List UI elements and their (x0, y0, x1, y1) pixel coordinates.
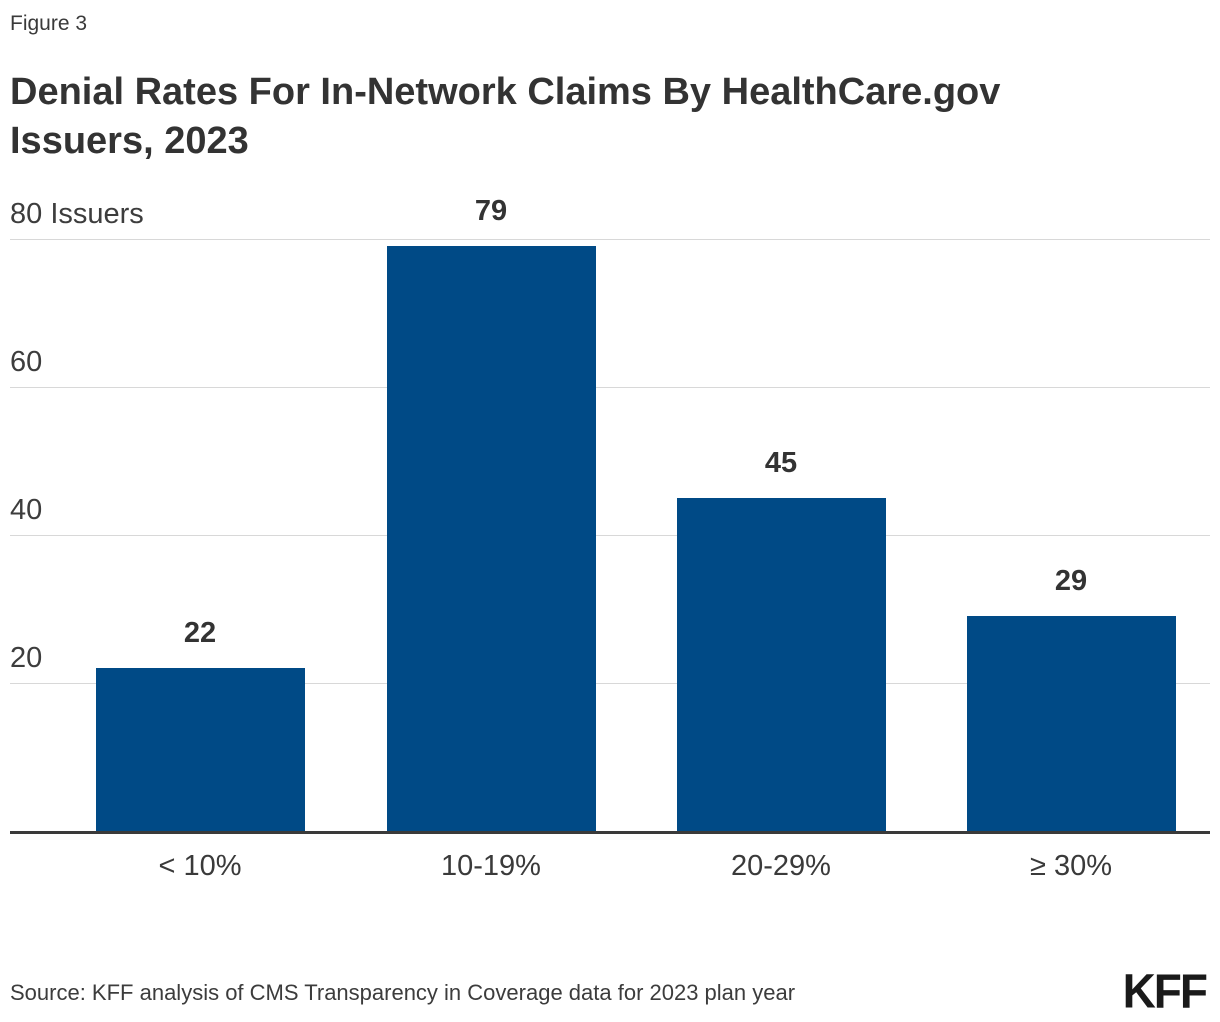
bar[interactable] (676, 498, 886, 831)
x-axis-label: < 10% (158, 850, 242, 882)
bar[interactable] (95, 668, 305, 831)
bar[interactable] (386, 246, 596, 831)
y-tick-label: 20 (10, 642, 43, 674)
chart-title-line-2: Issuers, 2023 (10, 120, 249, 162)
bar[interactable] (966, 616, 1176, 831)
chart-title: Denial Rates For In-Network Claims By He… (10, 68, 1000, 166)
chart-title-line-1: Denial Rates For In-Network Claims By He… (10, 71, 1001, 113)
bar-value-label: 22 (183, 617, 217, 650)
y-tick-label: 40 (10, 494, 43, 526)
x-axis-label: 10-19% (441, 850, 541, 882)
gridline (10, 535, 1210, 536)
gridline (10, 239, 1210, 240)
bar-value-label: 79 (474, 195, 508, 228)
source-note: Source: KFF analysis of CMS Transparency… (10, 980, 796, 1005)
gridline (10, 683, 1210, 684)
bar-value-label: 29 (1054, 565, 1088, 598)
kff-logo: KFF (1122, 963, 1208, 1019)
x-axis-label: ≥ 30% (1029, 850, 1112, 882)
bar-value-label: 45 (764, 447, 798, 479)
y-tick-label: 60 (10, 346, 43, 378)
figure-number-label: Figure 3 (10, 12, 88, 35)
gridline (10, 387, 1210, 388)
x-axis-line (10, 831, 1210, 834)
x-axis-label: 20-29% (731, 850, 831, 882)
y-tick-label: 80 Issuers (10, 198, 144, 230)
